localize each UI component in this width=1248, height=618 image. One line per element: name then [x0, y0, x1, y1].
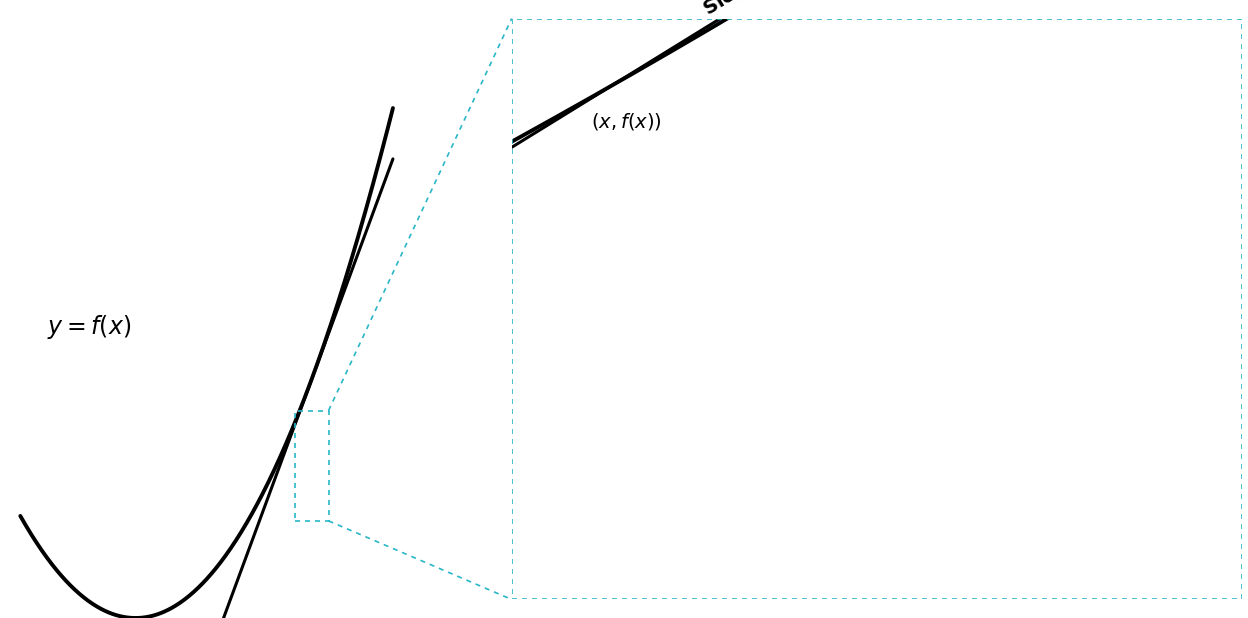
Text: $(x, f(x))$: $(x, f(x))$	[592, 111, 661, 132]
Text: $y = f(x)$: $y = f(x)$	[47, 313, 131, 341]
Text: $\mathbf{Slope\ is\ }\dfrac{f(x+\epsilon)-f(x)}{\epsilon}$: $\mathbf{Slope\ is\ }\dfrac{f(x+\epsilon…	[693, 0, 901, 26]
